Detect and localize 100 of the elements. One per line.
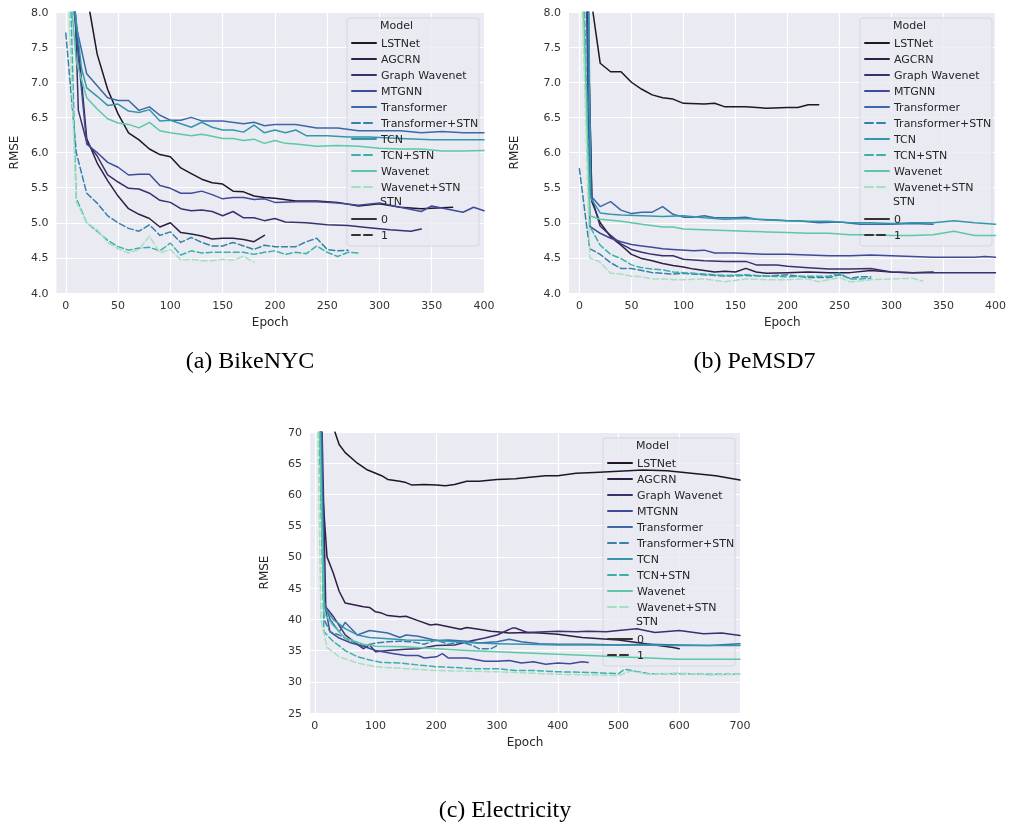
y-tick-label: 5.0 bbox=[30, 216, 49, 230]
x-tick-label: 200 bbox=[264, 299, 286, 312]
y-tick-label: 65 bbox=[288, 456, 302, 470]
x-tick-label: 0 bbox=[575, 299, 583, 312]
y-tick-label: 7.5 bbox=[543, 40, 561, 54]
y-tick-label: 8.0 bbox=[30, 5, 49, 19]
legend-label: TCN+STN bbox=[380, 148, 435, 162]
legend-label: MTGNN bbox=[381, 84, 423, 98]
y-tick-label: 5.5 bbox=[30, 181, 49, 195]
legend-label: Wavenet bbox=[637, 584, 686, 598]
annotation: STN bbox=[893, 195, 915, 208]
x-tick-label: 700 bbox=[729, 719, 751, 732]
y-tick-label: 60 bbox=[288, 487, 302, 501]
x-tick-label: 400 bbox=[473, 299, 495, 312]
x-tick-label: 100 bbox=[365, 719, 387, 732]
x-tick-label: 600 bbox=[668, 719, 690, 732]
x-tick-label: 300 bbox=[486, 719, 508, 732]
legend-title: Model bbox=[380, 19, 414, 32]
x-tick-label: 0 bbox=[311, 719, 319, 732]
y-tick-label: 30 bbox=[288, 675, 302, 689]
x-tick-label: 50 bbox=[624, 299, 639, 312]
x-tick-label: 250 bbox=[316, 299, 338, 312]
x-tick-label: 400 bbox=[985, 299, 1006, 312]
y-tick-label: 8.0 bbox=[543, 5, 561, 19]
legend-label: 1 bbox=[894, 228, 901, 242]
y-tick-label: 45 bbox=[288, 581, 302, 595]
x-axis-title: Epoch bbox=[251, 314, 289, 329]
x-tick-label: 150 bbox=[212, 299, 234, 312]
legend-label: MTGNN bbox=[894, 84, 936, 98]
legend-label: TCN+STN bbox=[893, 148, 948, 162]
legend-label: MTGNN bbox=[637, 504, 679, 518]
legend-label: Wavenet+STN bbox=[637, 600, 717, 614]
annotation: STN bbox=[380, 195, 402, 208]
legend-label: Graph Wavenet bbox=[894, 68, 981, 82]
x-tick-label: 500 bbox=[608, 719, 630, 732]
y-tick-label: 5.0 bbox=[543, 216, 561, 230]
annotation: STN bbox=[636, 615, 658, 628]
y-axis-title: RMSE bbox=[507, 135, 521, 170]
legend-label: Transformer bbox=[636, 520, 704, 534]
legend-label: Wavenet bbox=[894, 164, 943, 178]
y-tick-label: 70 bbox=[288, 425, 302, 439]
x-tick-label: 50 bbox=[111, 299, 126, 312]
legend-label: AGCRN bbox=[381, 52, 421, 66]
x-axis-title: Epoch bbox=[763, 314, 801, 329]
x-tick-label: 350 bbox=[932, 299, 954, 312]
x-axis-title: Epoch bbox=[506, 734, 544, 749]
y-tick-label: 6.0 bbox=[543, 146, 561, 159]
legend-label: 0 bbox=[381, 212, 388, 226]
x-tick-label: 350 bbox=[421, 299, 443, 312]
y-tick-label: 4.0 bbox=[543, 286, 561, 300]
legend-title: Model bbox=[893, 19, 927, 32]
legend-label: Wavenet+STN bbox=[894, 180, 974, 194]
legend-label: Transformer bbox=[893, 100, 961, 114]
legend-label: 1 bbox=[637, 648, 644, 662]
legend-label: Transformer+STN bbox=[380, 116, 479, 130]
x-tick-label: 100 bbox=[672, 299, 694, 312]
legend-label: TCN+STN bbox=[636, 568, 691, 582]
y-tick-label: 4.5 bbox=[30, 251, 49, 265]
legend-label: AGCRN bbox=[894, 52, 934, 66]
legend-label: LSTNet bbox=[637, 456, 677, 470]
legend-label: Transformer+STN bbox=[893, 116, 992, 130]
x-tick-label: 300 bbox=[368, 299, 390, 312]
legend-label: Graph Wavenet bbox=[637, 488, 724, 502]
y-tick-label: 50 bbox=[288, 550, 302, 564]
legend-label: AGCRN bbox=[637, 472, 677, 486]
legend-label: Transformer bbox=[380, 100, 448, 114]
legend-label: TCN bbox=[636, 552, 659, 566]
text: (b) PeMSD7 bbox=[693, 347, 816, 373]
legend-label: TCN bbox=[893, 132, 916, 146]
legend-label: Transformer+STN bbox=[636, 536, 735, 550]
y-axis-title: RMSE bbox=[257, 555, 271, 590]
legend-label: LSTNet bbox=[894, 36, 934, 50]
y-tick-label: 7.0 bbox=[543, 75, 561, 89]
x-tick-label: 0 bbox=[62, 299, 70, 312]
legend-title: Model bbox=[636, 439, 670, 452]
legend-label: 0 bbox=[637, 632, 644, 646]
legend-label: 1 bbox=[381, 228, 388, 242]
legend-label: LSTNet bbox=[381, 36, 421, 50]
x-tick-label: 400 bbox=[547, 719, 569, 732]
legend-label: Wavenet bbox=[381, 164, 430, 178]
y-tick-label: 4.5 bbox=[543, 251, 561, 265]
y-tick-label: 5.5 bbox=[543, 181, 561, 195]
text: (a) BikeNYC bbox=[185, 347, 315, 373]
legend-label: Wavenet+STN bbox=[381, 180, 461, 194]
y-tick-label: 7.5 bbox=[30, 40, 49, 54]
x-tick-label: 100 bbox=[159, 299, 181, 312]
y-tick-label: 35 bbox=[288, 644, 302, 658]
y-tick-label: 25 bbox=[288, 706, 302, 720]
x-tick-label: 250 bbox=[828, 299, 850, 312]
y-tick-label: 55 bbox=[288, 519, 302, 533]
y-axis-title: RMSE bbox=[7, 135, 21, 170]
y-tick-label: 6.5 bbox=[543, 110, 561, 124]
x-tick-label: 200 bbox=[425, 719, 447, 732]
y-tick-label: 7.0 bbox=[30, 75, 49, 89]
y-tick-label: 4.0 bbox=[30, 286, 49, 300]
legend-label: Graph Wavenet bbox=[381, 68, 468, 82]
x-tick-label: 300 bbox=[880, 299, 902, 312]
y-tick-label: 40 bbox=[288, 612, 302, 626]
legend-label: 0 bbox=[894, 212, 901, 226]
text: (c) Electricity bbox=[438, 796, 572, 822]
